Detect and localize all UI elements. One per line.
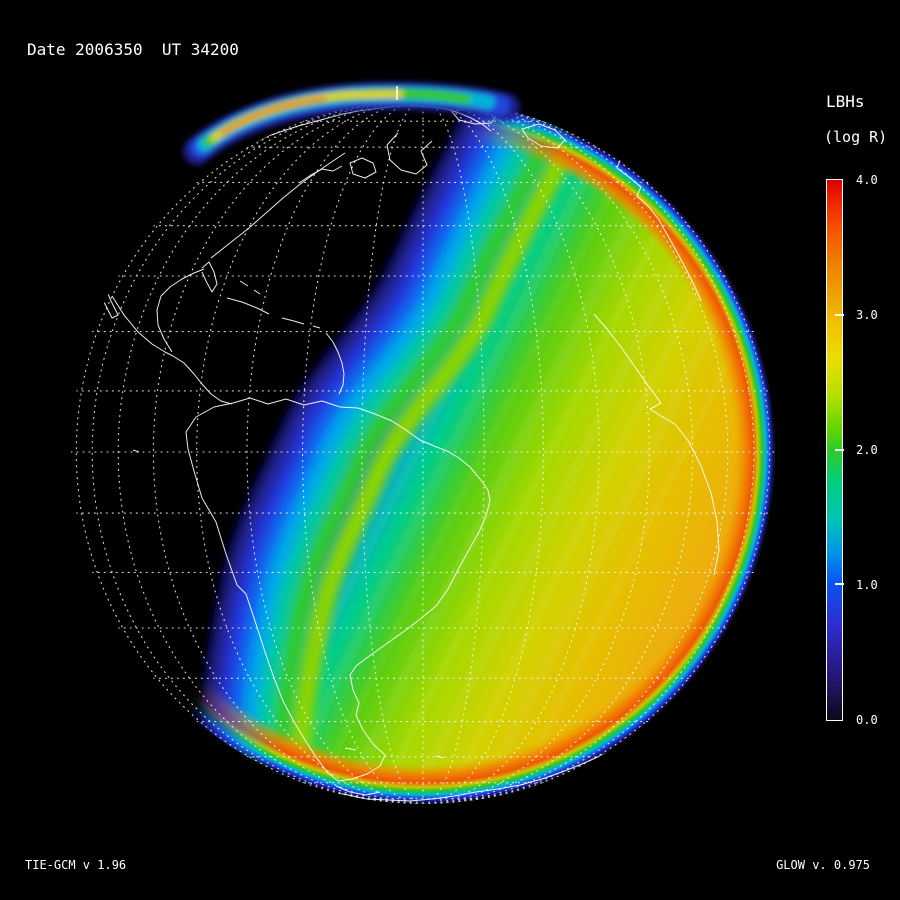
coastline-antarctica [299, 746, 621, 802]
graticule-meridian [246, 100, 424, 804]
colorbar-tick-label: 0.0 [856, 713, 878, 727]
coastline-mexico-west [111, 295, 174, 357]
colorbar-title: LBHs [826, 92, 865, 111]
colorbar-tick-3 [835, 314, 844, 316]
graticule-meridian [117, 100, 424, 804]
colorbar-tick-label: 2.0 [856, 443, 878, 457]
coastline-galapagos [132, 449, 140, 453]
limb-brightening-ring [71, 100, 775, 804]
coastline-cuba [226, 297, 270, 315]
graticule-meridian [422, 100, 600, 804]
aurora-arc [183, 81, 520, 165]
coastline-hispaniola [281, 317, 305, 325]
colorbar-tick-2 [835, 449, 844, 451]
graticule-meridian [422, 100, 729, 804]
coastline-us-east [210, 152, 346, 259]
model-version-label: TIE-GCM v 1.96 [25, 858, 127, 872]
colorbar-tick-labels: 4.0 3.0 2.0 1.0 0.0 [856, 172, 896, 728]
colorbar-subtitle: (log R) [824, 128, 888, 146]
coastline-bahamas [239, 280, 261, 295]
colorbar-tick-label: 1.0 [856, 578, 878, 592]
coastline-florida [201, 261, 218, 293]
colorbar-tick-label: 4.0 [856, 173, 878, 187]
aurora-band-orange-core [220, 97, 327, 135]
coastline-puerto-rico [312, 325, 321, 329]
globe-shading [71, 100, 775, 804]
coastline-africa-limb [593, 313, 720, 576]
coastline-europe-limb [611, 147, 702, 302]
graticule-meridian [422, 100, 485, 804]
graticule-meridian [361, 100, 424, 804]
coastline-newfoundland [349, 157, 377, 179]
colorbar-tick-label: 3.0 [856, 308, 878, 322]
colorbar-tick-1 [835, 583, 844, 585]
coastline-greenland-east [521, 123, 566, 149]
coastline-south-america [185, 397, 491, 782]
date-ut-label: Date 2006350 UT 34200 [27, 40, 239, 59]
coastline-hudson-bay [386, 132, 433, 175]
coastline-tierra-del-fuego [335, 785, 381, 796]
coastline-st-lawrence [298, 165, 343, 184]
coastline-falklands [344, 747, 445, 759]
glow-version-label: GLOW v. 0.975 [776, 858, 870, 872]
coastline-gulf-of-mexico [156, 268, 205, 353]
graticule [71, 100, 775, 804]
coastline-central-america [172, 355, 233, 405]
coastline-lesser-antilles [325, 332, 345, 395]
